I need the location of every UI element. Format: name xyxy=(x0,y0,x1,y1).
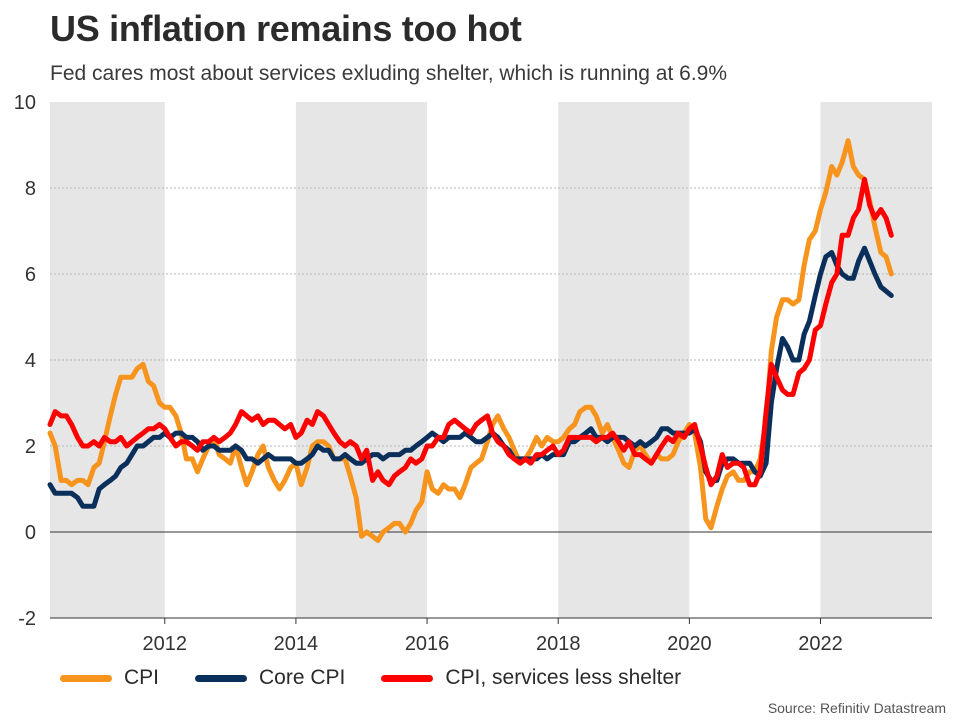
x-tick-label: 2018 xyxy=(536,633,581,655)
y-tick-label: 0 xyxy=(25,522,36,544)
legend-item-services: CPI, services less shelter xyxy=(381,666,681,690)
series-line-services xyxy=(47,176,894,488)
gridlines xyxy=(50,187,932,533)
series-lines xyxy=(47,138,894,544)
y-tick-label: 2 xyxy=(25,436,36,458)
series-line-cpi xyxy=(47,138,894,544)
source-note: Source: Refinitiv Datastream xyxy=(767,700,946,716)
y-tick-label: 8 xyxy=(25,178,36,200)
legend-item-core-cpi: Core CPI xyxy=(195,666,345,690)
legend-item-cpi: CPI xyxy=(60,666,159,690)
legend-swatch-services xyxy=(381,674,434,682)
x-tick-label: 2014 xyxy=(274,633,319,655)
x-tick-label: 2016 xyxy=(405,633,450,655)
legend: CPI Core CPI CPI, services less shelter xyxy=(60,666,717,690)
y-tick-label: 6 xyxy=(25,264,36,286)
legend-label-services: CPI, services less shelter xyxy=(445,666,682,689)
legend-swatch-cpi xyxy=(60,674,112,682)
y-tick-label: 10 xyxy=(14,92,36,114)
legend-label-cpi: CPI xyxy=(124,666,160,689)
series-line-core xyxy=(47,245,894,509)
x-tick-label: 2020 xyxy=(667,633,712,655)
x-tick-label: 2012 xyxy=(143,633,188,655)
chart-canvas: -2 0 2 4 6 8 10 2012 2014 2016 2018 2020 2022 xyxy=(14,92,932,655)
x-tick-label: 2022 xyxy=(798,633,843,655)
y-tick-label: -2 xyxy=(18,608,36,630)
legend-label-core-cpi: Core CPI xyxy=(259,666,346,689)
y-tick-label: 4 xyxy=(25,350,36,372)
chart-subtitle: Fed cares most about services exluding s… xyxy=(50,62,728,85)
axes: -2 0 2 4 6 8 10 2012 2014 2016 2018 2020 2022 xyxy=(14,92,932,655)
chart-title: US inflation remains too hot xyxy=(50,8,522,49)
legend-swatch-core-cpi xyxy=(195,674,248,682)
